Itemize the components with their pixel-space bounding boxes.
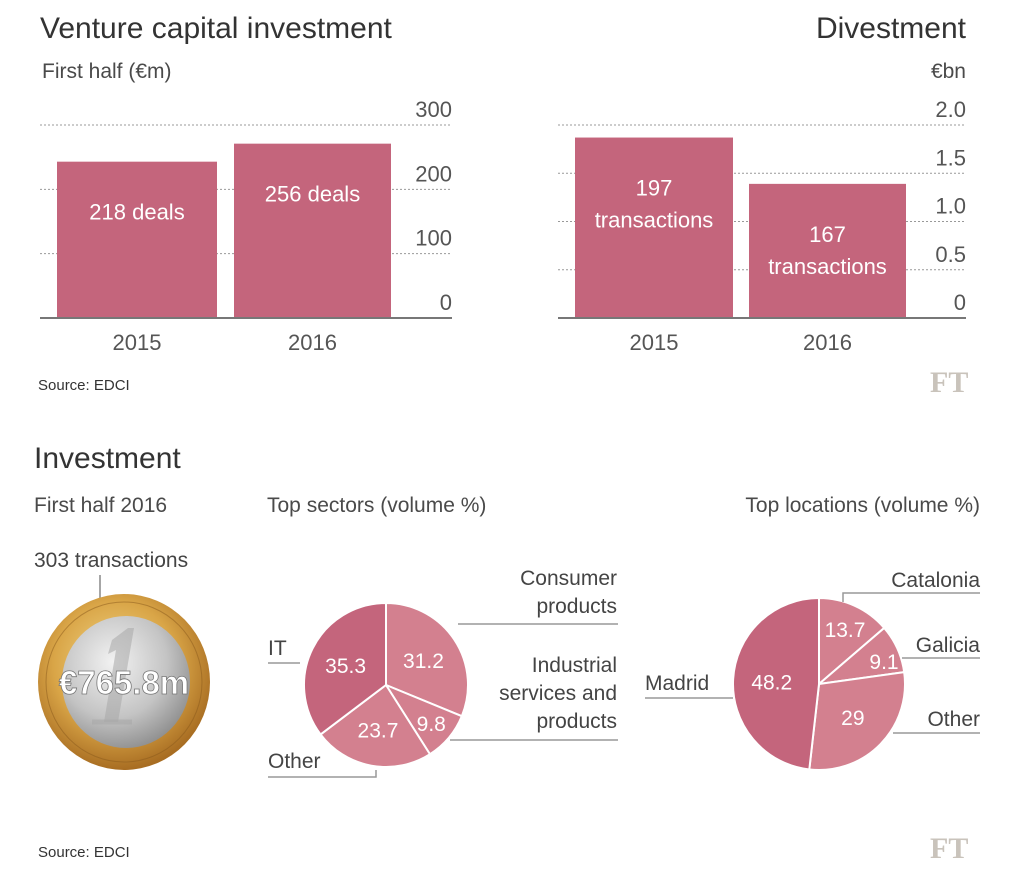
- sector-label-other: Other: [268, 750, 321, 773]
- y-tick-label: 200: [415, 161, 452, 186]
- ft-logo-bottom: FT: [930, 832, 968, 865]
- source-note-bottom: Source: EDCI: [38, 844, 130, 861]
- bar-2015: [575, 137, 733, 318]
- y-tick-label: 1.5: [935, 145, 966, 170]
- euro-coin-icon: [38, 594, 210, 770]
- location-label-madrid: Madrid: [645, 672, 709, 695]
- pie-slice-it: [303, 601, 387, 736]
- bar-value-label: 256 deals: [265, 182, 360, 207]
- bar-value-label: transactions: [595, 208, 714, 233]
- bar-2016: [234, 143, 391, 318]
- investment-title: Investment: [34, 442, 181, 475]
- x-tick-label: 2016: [803, 330, 852, 355]
- y-tick-label: 0: [440, 290, 452, 315]
- pie-value-label: 13.7: [825, 619, 866, 642]
- pie-slice-catalonia: [818, 596, 886, 687]
- bar-value-label: 167: [809, 222, 846, 247]
- bar-value-label: 218 deals: [89, 200, 184, 225]
- pie-slice-madrid: [732, 596, 820, 771]
- bar-value-label: transactions: [768, 254, 887, 279]
- pie-value-label: 48.2: [751, 671, 792, 694]
- pie-value-label: 35.3: [325, 655, 366, 678]
- investment-total: €765.8m: [59, 664, 189, 701]
- x-tick-label: 2016: [288, 330, 337, 355]
- pie-value-label: 29: [841, 707, 864, 730]
- sectors-pie-chart: 31.2 9.8 23.7 35.3: [303, 601, 469, 768]
- y-tick-label: 300: [415, 97, 452, 122]
- locations-pie-chart: 13.79.1 29 48.2: [732, 596, 906, 771]
- pie-value-label: 23.7: [358, 719, 399, 742]
- pie-value-label: 9.8: [417, 713, 446, 736]
- pie-slice-other: [319, 683, 432, 768]
- bar-value-label: 197: [636, 176, 673, 201]
- ft-logo-top: FT: [930, 366, 968, 399]
- pie-slice-consumer-products: [385, 601, 469, 718]
- location-label-other: Other: [927, 708, 980, 731]
- x-tick-label: 2015: [113, 330, 162, 355]
- svg-text:products: products: [536, 595, 617, 618]
- location-label-galicia: Galicia: [916, 634, 981, 657]
- pie-value-label: 9.1: [869, 651, 898, 674]
- y-tick-label: 0.5: [935, 242, 966, 267]
- investment-subtitle: First half 2016: [34, 494, 167, 517]
- divestment-unit: €bn: [931, 60, 966, 83]
- y-tick-label: 100: [415, 226, 452, 251]
- locations-title: Top locations (volume %): [745, 494, 980, 517]
- x-tick-label: 2015: [630, 330, 679, 355]
- svg-text:Industrial: Industrial: [532, 654, 617, 677]
- divestment-bar-chart: 0 0.5 1.0 1.5 2.0 197 transactions 2015 167 trans…: [558, 97, 966, 355]
- svg-text:products: products: [536, 710, 617, 733]
- source-note-top: Source: EDCI: [38, 377, 130, 394]
- sector-label-it: IT: [268, 637, 287, 660]
- y-tick-label: 2.0: [935, 97, 966, 122]
- pie-slice-other: [808, 671, 906, 771]
- location-leader-lines: [645, 592, 980, 734]
- sectors-title: Top sectors (volume %): [267, 494, 486, 517]
- svg-text:services and: services and: [499, 682, 617, 705]
- svg-text:Consumer: Consumer: [520, 567, 617, 590]
- y-tick-label: 0: [954, 290, 966, 315]
- divestment-title: Divestment: [816, 12, 967, 45]
- sector-leader-lines: [268, 623, 618, 778]
- bar-2015: [57, 161, 217, 318]
- pie-value-label: 31.2: [403, 650, 444, 673]
- sector-label-industrial: Industrial services and products: [499, 654, 617, 733]
- vc-bar-chart: 0 100 200 300 218 deals 2015 256 deals 2016: [40, 97, 452, 355]
- sector-label-consumer: Consumer products: [520, 567, 617, 618]
- vc-title: Venture capital investment: [40, 12, 393, 45]
- y-tick-label: 1.0: [935, 194, 966, 219]
- vc-subtitle: First half (€m): [42, 60, 172, 83]
- location-label-catalonia: Catalonia: [891, 569, 980, 592]
- transactions-count: 303 transactions: [34, 549, 188, 572]
- bar-2016: [749, 183, 906, 318]
